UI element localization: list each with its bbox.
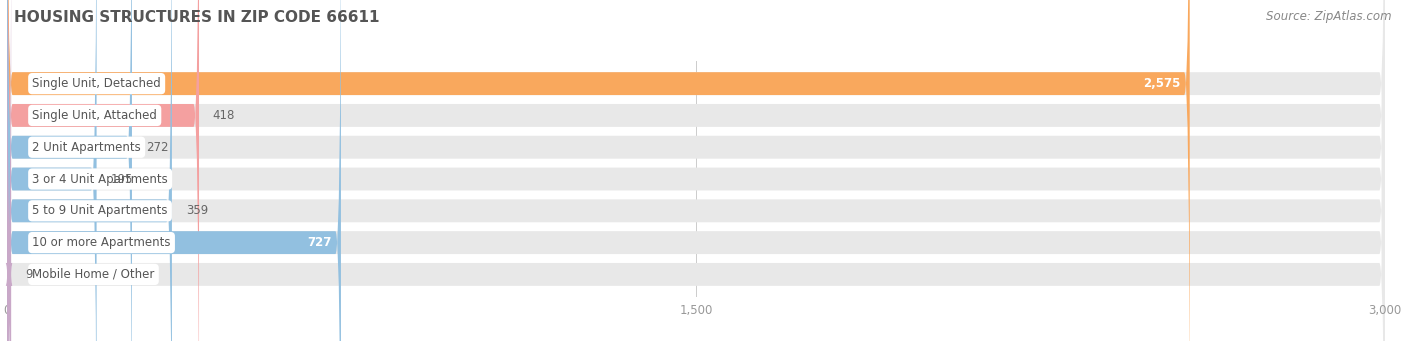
FancyBboxPatch shape [7, 0, 1189, 341]
Text: 5 to 9 Unit Apartments: 5 to 9 Unit Apartments [32, 204, 167, 217]
Text: 359: 359 [186, 204, 208, 217]
FancyBboxPatch shape [7, 0, 1385, 341]
FancyBboxPatch shape [7, 0, 1385, 341]
Text: 9: 9 [25, 268, 32, 281]
Text: 10 or more Apartments: 10 or more Apartments [32, 236, 170, 249]
FancyBboxPatch shape [7, 0, 1385, 341]
Text: 727: 727 [308, 236, 332, 249]
Text: Single Unit, Attached: Single Unit, Attached [32, 109, 157, 122]
Text: 272: 272 [146, 141, 169, 154]
FancyBboxPatch shape [7, 0, 97, 341]
FancyBboxPatch shape [7, 0, 1385, 341]
Text: HOUSING STRUCTURES IN ZIP CODE 66611: HOUSING STRUCTURES IN ZIP CODE 66611 [14, 10, 380, 25]
Text: Mobile Home / Other: Mobile Home / Other [32, 268, 155, 281]
Text: 2,575: 2,575 [1143, 77, 1181, 90]
Text: 195: 195 [110, 173, 132, 186]
FancyBboxPatch shape [7, 0, 1385, 341]
Text: 2 Unit Apartments: 2 Unit Apartments [32, 141, 141, 154]
Text: Single Unit, Detached: Single Unit, Detached [32, 77, 162, 90]
FancyBboxPatch shape [7, 0, 340, 341]
FancyBboxPatch shape [7, 0, 132, 341]
FancyBboxPatch shape [7, 0, 172, 341]
FancyBboxPatch shape [6, 0, 13, 341]
Text: 418: 418 [212, 109, 235, 122]
Text: 3 or 4 Unit Apartments: 3 or 4 Unit Apartments [32, 173, 169, 186]
FancyBboxPatch shape [7, 0, 1385, 341]
FancyBboxPatch shape [7, 0, 200, 341]
FancyBboxPatch shape [7, 0, 1385, 341]
Text: Source: ZipAtlas.com: Source: ZipAtlas.com [1267, 10, 1392, 23]
